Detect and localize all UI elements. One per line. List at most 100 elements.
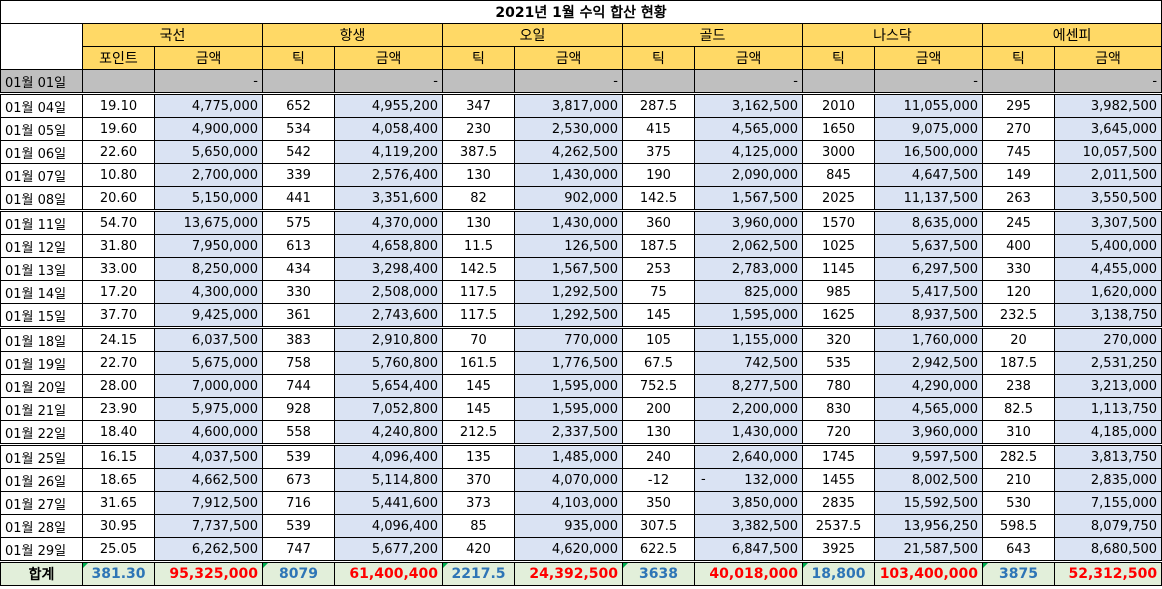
value-cell[interactable]: 210	[982, 468, 1055, 492]
total-cell[interactable]: 52,312,500	[1053, 560, 1162, 586]
value-cell[interactable]: 31.80	[82, 234, 155, 258]
value-cell[interactable]: 18.65	[82, 468, 155, 492]
value-cell[interactable]: 720	[802, 420, 875, 445]
group-header-gold[interactable]: 골드	[622, 23, 803, 47]
sub-header[interactable]: 금액	[154, 46, 263, 70]
amount-cell[interactable]: 7,950,000	[154, 234, 263, 258]
amount-cell[interactable]: 126,500	[514, 234, 623, 258]
value-cell[interactable]: 758	[262, 351, 335, 375]
value-cell[interactable]: 360	[622, 209, 695, 235]
amount-cell[interactable]: 5,675,000	[154, 351, 263, 375]
amount-cell[interactable]: 6,847,500	[694, 537, 803, 562]
value-cell[interactable]: 347	[442, 92, 515, 118]
amount-cell[interactable]: 3,298,400	[334, 257, 443, 281]
date-cell[interactable]: 01월 08일	[0, 186, 83, 211]
amount-cell[interactable]: 3,213,000	[1053, 374, 1162, 398]
amount-cell[interactable]: 3,813,750	[1053, 443, 1162, 469]
amount-cell[interactable]: 16,500,000	[874, 140, 983, 164]
value-cell[interactable]: 575	[262, 209, 335, 235]
amount-cell[interactable]: 8,635,000	[874, 209, 983, 235]
total-cell[interactable]: 40,018,000	[694, 560, 803, 586]
value-cell[interactable]: 744	[262, 374, 335, 398]
value-cell[interactable]: 535	[802, 351, 875, 375]
amount-cell[interactable]: 3,960,000	[874, 420, 983, 445]
value-cell[interactable]: 2835	[802, 491, 875, 515]
value-cell[interactable]: 539	[262, 514, 335, 538]
value-cell[interactable]: 130	[622, 420, 695, 445]
sub-header[interactable]: 틱	[982, 46, 1055, 70]
amount-cell[interactable]: 3,817,000	[514, 92, 623, 118]
group-header-gukseon[interactable]: 국선	[82, 23, 263, 47]
amount-cell[interactable]: 2,090,000	[694, 163, 803, 187]
date-cell[interactable]: 01월 26일	[0, 468, 83, 492]
value-cell[interactable]: 200	[622, 397, 695, 421]
value-cell[interactable]: 245	[982, 209, 1055, 235]
sheet-title[interactable]: 2021년 1월 수익 합산 현황	[0, 0, 1162, 24]
value-cell[interactable]: 105	[622, 326, 695, 352]
value-cell[interactable]: 622.5	[622, 537, 695, 562]
amount-cell[interactable]: 4,096,400	[334, 443, 443, 469]
date-cell[interactable]: 01월 22일	[0, 420, 83, 445]
group-header-snp[interactable]: 에센피	[981, 23, 1162, 47]
value-cell[interactable]: 30.95	[82, 514, 155, 538]
value-cell[interactable]	[442, 69, 515, 94]
amount-cell[interactable]: 4,070,000	[514, 468, 623, 492]
value-cell[interactable]: 82	[442, 186, 515, 211]
value-cell[interactable]	[982, 69, 1055, 94]
date-cell[interactable]: 01월 13일	[0, 257, 83, 281]
value-cell[interactable]: 613	[262, 234, 335, 258]
value-cell[interactable]: 130	[442, 163, 515, 187]
value-cell[interactable]: 70	[442, 326, 515, 352]
amount-cell[interactable]: 7,000,000	[154, 374, 263, 398]
value-cell[interactable]: -12	[622, 468, 695, 492]
group-header-oil[interactable]: 오일	[442, 23, 623, 47]
value-cell[interactable]: 18.40	[82, 420, 155, 445]
amount-cell[interactable]: 770,000	[514, 326, 623, 352]
amount-cell[interactable]: 2,508,000	[334, 280, 443, 304]
amount-cell[interactable]: 8,277,500	[694, 374, 803, 398]
value-cell[interactable]: 330	[982, 257, 1055, 281]
value-cell[interactable]: 253	[622, 257, 695, 281]
value-cell[interactable]: 3000	[802, 140, 875, 164]
total-cell[interactable]: 2217.5	[442, 560, 515, 586]
value-cell[interactable]: 75	[622, 280, 695, 304]
sub-header[interactable]: 금액	[1053, 46, 1162, 70]
amount-cell[interactable]: 1,292,500	[514, 303, 623, 328]
value-cell[interactable]: 11.5	[442, 234, 515, 258]
value-cell[interactable]: 270	[982, 117, 1055, 141]
date-cell[interactable]: 01월 11일	[0, 209, 83, 235]
value-cell[interactable]: 54.70	[82, 209, 155, 235]
amount-cell[interactable]: 1,760,000	[874, 326, 983, 352]
total-cell[interactable]: 61,400,400	[334, 560, 443, 586]
value-cell[interactable]: 28.00	[82, 374, 155, 398]
date-cell[interactable]: 01월 27일	[0, 491, 83, 515]
amount-cell[interactable]: 4,103,000	[514, 491, 623, 515]
amount-cell[interactable]: 3,138,750	[1053, 303, 1162, 328]
value-cell[interactable]: 310	[982, 420, 1055, 445]
value-cell[interactable]: 752.5	[622, 374, 695, 398]
value-cell[interactable]: 20.60	[82, 186, 155, 211]
amount-cell[interactable]: 13,956,250	[874, 514, 983, 538]
total-cell[interactable]: 381.30	[82, 560, 155, 586]
amount-cell[interactable]: 2,835,000	[1053, 468, 1162, 492]
date-cell[interactable]: 01월 19일	[0, 351, 83, 375]
value-cell[interactable]: 295	[982, 92, 1055, 118]
amount-cell[interactable]: 4,370,000	[334, 209, 443, 235]
value-cell[interactable]: 22.60	[82, 140, 155, 164]
value-cell[interactable]: 190	[622, 163, 695, 187]
value-cell[interactable]: 19.60	[82, 117, 155, 141]
sub-header[interactable]: 틱	[262, 46, 335, 70]
amount-cell[interactable]: 5,677,200	[334, 537, 443, 562]
value-cell[interactable]: 135	[442, 443, 515, 469]
amount-cell[interactable]: 4,565,000	[694, 117, 803, 141]
amount-cell[interactable]: 902,000	[514, 186, 623, 211]
amount-cell[interactable]: 5,150,000	[154, 186, 263, 211]
amount-cell[interactable]: 2,062,500	[694, 234, 803, 258]
value-cell[interactable]: 530	[982, 491, 1055, 515]
amount-cell[interactable]: 4,262,500	[514, 140, 623, 164]
value-cell[interactable]: 558	[262, 420, 335, 445]
amount-cell[interactable]: 8,680,500	[1053, 537, 1162, 562]
value-cell[interactable]: 161.5	[442, 351, 515, 375]
amount-cell[interactable]: 11,137,500	[874, 186, 983, 211]
amount-cell[interactable]: 1,567,500	[514, 257, 623, 281]
